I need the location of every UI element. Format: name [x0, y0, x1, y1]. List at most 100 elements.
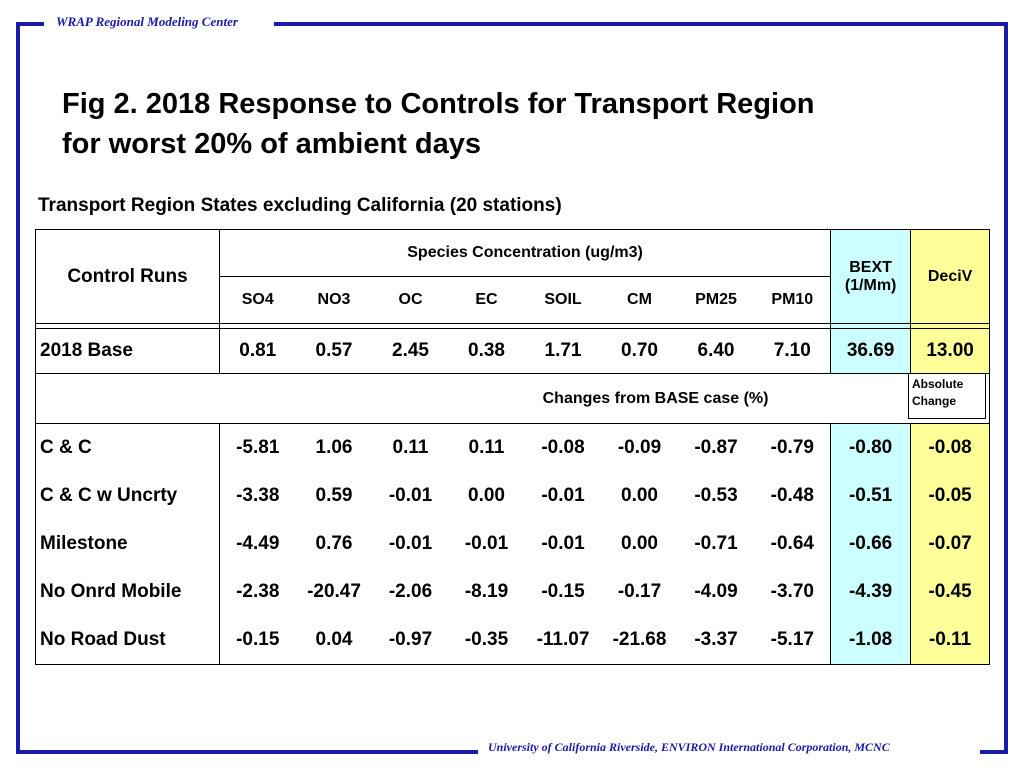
value-cell: -0.79	[770, 437, 814, 458]
value-cell: 7.10	[754, 328, 831, 374]
value-cell: -0.01	[388, 485, 433, 506]
row-label: 2018 Base	[35, 328, 220, 374]
value-cell: -5.17	[754, 616, 831, 665]
header-org: WRAP Regional Modeling Center	[56, 14, 238, 29]
frame-right	[1004, 22, 1008, 754]
deciv-cell: -0.07	[910, 520, 991, 568]
table-row: Milestone -4.49 0.76 -0.01 -0.01 -0.01 0…	[35, 520, 991, 568]
species-name: CM	[601, 276, 678, 324]
value-cell: -0.15	[219, 616, 296, 665]
bext-cell: -0.51	[830, 472, 911, 520]
value-cell: -3.38	[236, 485, 280, 506]
footer-credits: University of California Riverside, ENVI…	[488, 740, 890, 754]
bext-cell: -0.66	[830, 520, 911, 568]
deciv-cell: -0.08	[910, 423, 991, 472]
species-header: Species Concentration (ug/m3)	[219, 229, 831, 277]
value-cell: 0.11	[392, 437, 429, 458]
value-cell: -5.81	[236, 437, 280, 458]
changes-label: Changes from BASE case (%)	[34, 373, 991, 424]
species-name: NO3	[295, 276, 373, 324]
value-cell: 2.45	[372, 328, 449, 374]
row-label: C & C	[35, 423, 220, 472]
value-cell: -4.49	[236, 533, 280, 554]
row-label: No Road Dust	[35, 616, 220, 665]
control-runs-header: Control Runs	[35, 229, 220, 324]
value-cell: -3.37	[677, 616, 755, 665]
frame-bottom-left	[16, 750, 478, 754]
deciv-header: DeciV	[910, 229, 991, 324]
value-cell: -0.35	[448, 616, 525, 665]
value-cell: -0.87	[694, 437, 738, 458]
value-cell: 0.81	[219, 328, 296, 374]
value-cell: -20.47	[307, 581, 361, 602]
row-label: C & C w Uncrty	[35, 472, 220, 520]
bext-cell: -0.80	[830, 423, 911, 472]
species-name: OC	[372, 276, 449, 324]
row-label: No Onrd Mobile	[35, 568, 220, 616]
value-cell: 1.71	[524, 328, 602, 374]
frame-left	[16, 22, 20, 754]
deciv-cell: -0.05	[910, 472, 991, 520]
table-subtitle: Transport Region States excluding Califo…	[38, 195, 562, 216]
value-cell: -0.08	[541, 437, 585, 458]
row-label: Milestone	[35, 520, 220, 568]
frame-top-left	[16, 22, 44, 26]
frame-bottom-right	[980, 750, 1008, 754]
value-cell: -0.97	[372, 616, 449, 665]
value-cell: 0.59	[315, 485, 353, 506]
value-cell: -0.15	[541, 581, 585, 602]
value-cell: -0.71	[694, 533, 738, 554]
value-cell: -2.06	[388, 581, 433, 602]
table-row-base: 2018 Base 0.81 0.57 2.45 0.38 1.71 0.70 …	[35, 328, 991, 374]
value-cell: -0.01	[388, 533, 433, 554]
table-row: No Road Dust -0.15 0.04 -0.97 -0.35 -11.…	[35, 616, 991, 665]
slide-title-line2: for worst 20% of ambient days	[62, 128, 481, 160]
value-cell: 0.70	[601, 328, 678, 374]
species-name: PM10	[754, 276, 831, 324]
value-cell: -11.07	[524, 616, 602, 665]
species-name: EC	[448, 276, 525, 324]
controls-table: Control Runs Species Concentration (ug/m…	[34, 229, 991, 665]
bext-cell: -4.39	[830, 568, 911, 616]
table-row: C & C w Uncrty -3.38 0.59 -0.01 0.00 -0.…	[35, 472, 991, 520]
value-cell: -0.01	[464, 533, 509, 554]
value-cell: 0.57	[295, 328, 373, 374]
deciv-cell: 13.00	[910, 328, 991, 374]
species-name: SO4	[219, 276, 296, 324]
value-cell: -2.38	[236, 581, 280, 602]
slide-title-line1: Fig 2. 2018 Response to Controls for Tra…	[62, 88, 815, 120]
value-cell: -3.70	[770, 581, 814, 602]
table-row: C & C -5.81 1.06 0.11 0.11 -0.08 -0.09 -…	[35, 423, 991, 472]
species-name: SOIL	[524, 276, 602, 324]
value-cell: 0.00	[468, 485, 505, 506]
value-cell: 0.00	[621, 485, 658, 506]
value-cell: -8.19	[464, 581, 509, 602]
value-cell: -4.09	[694, 581, 738, 602]
value-cell: -0.53	[694, 485, 738, 506]
bext-cell: -1.08	[830, 616, 911, 665]
value-cell: 6.40	[677, 328, 755, 374]
frame-top-right	[274, 22, 1008, 26]
slide-title: Fig 2. 2018 Response to Controls for Tra…	[62, 84, 982, 164]
value-cell: -0.01	[541, 533, 585, 554]
value-cell: -21.68	[601, 616, 678, 665]
deciv-cell: -0.45	[910, 568, 991, 616]
absolute-change-line1: Absolute	[912, 377, 964, 391]
absolute-change-callout: Absolute Change	[908, 373, 986, 419]
bext-cell: 36.69	[830, 328, 911, 374]
value-cell: 0.00	[621, 533, 658, 554]
value-cell: -0.64	[770, 533, 814, 554]
value-cell: 0.11	[468, 437, 505, 458]
bext-header-line1: BEXT	[849, 258, 892, 276]
value-cell: -0.17	[617, 581, 662, 602]
value-cell: 0.76	[315, 533, 353, 554]
value-cell: 1.06	[315, 437, 353, 458]
deciv-cell: -0.11	[910, 616, 991, 665]
value-cell: -0.48	[770, 485, 814, 506]
value-cell: -0.09	[617, 437, 662, 458]
species-names-row: SO4 NO3 OC EC SOIL CM PM25 PM10	[36, 276, 990, 324]
changes-label-text: Changes from BASE case (%)	[542, 389, 769, 407]
value-cell: 0.38	[448, 328, 525, 374]
absolute-change-line2: Change	[912, 394, 957, 408]
bext-header: BEXT (1/Mm)	[830, 229, 911, 324]
